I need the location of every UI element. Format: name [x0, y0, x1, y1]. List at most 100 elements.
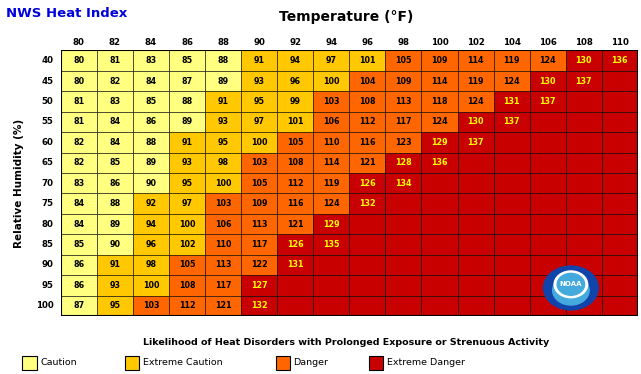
- Bar: [494, 50, 529, 71]
- Text: 112: 112: [359, 117, 376, 126]
- Bar: [385, 255, 421, 275]
- Bar: [277, 275, 313, 295]
- Bar: [169, 295, 205, 316]
- Text: 116: 116: [287, 199, 303, 208]
- Text: 105: 105: [251, 179, 267, 188]
- Bar: [494, 132, 529, 153]
- Text: NWS Heat Index: NWS Heat Index: [6, 7, 128, 19]
- Text: 91: 91: [181, 138, 192, 147]
- Text: 95: 95: [42, 281, 53, 290]
- Bar: [61, 255, 97, 275]
- Bar: [133, 255, 169, 275]
- Text: Extreme Caution: Extreme Caution: [143, 358, 222, 367]
- Bar: [61, 173, 97, 193]
- Text: 101: 101: [287, 117, 303, 126]
- Text: 85: 85: [146, 97, 156, 106]
- Bar: [385, 173, 421, 193]
- Text: 106: 106: [215, 220, 231, 229]
- Bar: [133, 153, 169, 173]
- Text: 81: 81: [110, 56, 121, 65]
- Bar: [205, 234, 241, 255]
- Text: 98: 98: [146, 260, 156, 269]
- Text: 108: 108: [575, 38, 593, 47]
- Bar: [241, 112, 278, 132]
- Bar: [566, 193, 602, 214]
- Bar: [349, 91, 385, 112]
- Text: 126: 126: [359, 179, 376, 188]
- Bar: [277, 255, 313, 275]
- Bar: [277, 295, 313, 316]
- Bar: [529, 50, 566, 71]
- Text: 65: 65: [42, 158, 53, 167]
- Bar: [385, 91, 421, 112]
- Text: 114: 114: [323, 158, 340, 167]
- Bar: [349, 132, 385, 153]
- Bar: [205, 255, 241, 275]
- Bar: [494, 214, 529, 234]
- Bar: [169, 50, 205, 71]
- Text: 55: 55: [42, 117, 53, 126]
- Bar: [529, 91, 566, 112]
- Bar: [602, 71, 638, 91]
- Text: 109: 109: [251, 199, 267, 208]
- Bar: [241, 71, 278, 91]
- Bar: [458, 255, 494, 275]
- Bar: [566, 50, 602, 71]
- Bar: [277, 112, 313, 132]
- Bar: [566, 132, 602, 153]
- Text: 129: 129: [323, 220, 340, 229]
- Bar: [529, 71, 566, 91]
- Bar: [349, 295, 385, 316]
- Bar: [61, 50, 97, 71]
- Bar: [277, 193, 313, 214]
- Bar: [61, 275, 97, 295]
- Text: Likelihood of Heat Disorders with Prolonged Exposure or Strenuous Activity: Likelihood of Heat Disorders with Prolon…: [143, 338, 549, 347]
- Text: 96: 96: [290, 77, 301, 86]
- Text: 50: 50: [42, 97, 53, 106]
- Bar: [385, 275, 421, 295]
- Text: 105: 105: [179, 260, 196, 269]
- Bar: [133, 173, 169, 193]
- Text: 106: 106: [323, 117, 340, 126]
- Text: 106: 106: [538, 38, 556, 47]
- Bar: [602, 214, 638, 234]
- Bar: [313, 295, 349, 316]
- Bar: [349, 112, 385, 132]
- Text: 89: 89: [181, 117, 193, 126]
- Bar: [169, 275, 205, 295]
- Text: 80: 80: [73, 77, 85, 86]
- Text: 91: 91: [110, 260, 121, 269]
- Text: 82: 82: [73, 138, 85, 147]
- Bar: [422, 295, 458, 316]
- Bar: [529, 193, 566, 214]
- Text: 137: 137: [576, 77, 592, 86]
- Bar: [566, 153, 602, 173]
- Text: 100: 100: [143, 281, 159, 290]
- Text: 103: 103: [323, 97, 340, 106]
- Text: 109: 109: [395, 77, 412, 86]
- Text: Extreme Danger: Extreme Danger: [387, 358, 465, 367]
- Text: Caution: Caution: [40, 358, 77, 367]
- Text: 127: 127: [251, 281, 267, 290]
- Bar: [241, 255, 278, 275]
- Text: 86: 86: [73, 281, 85, 290]
- Text: 100: 100: [251, 138, 267, 147]
- Bar: [313, 112, 349, 132]
- Text: 84: 84: [110, 117, 121, 126]
- Text: 82: 82: [109, 38, 121, 47]
- Text: 91: 91: [254, 56, 265, 65]
- Text: 121: 121: [215, 301, 231, 310]
- Bar: [97, 255, 133, 275]
- Text: 113: 113: [395, 97, 412, 106]
- Bar: [566, 295, 602, 316]
- Text: 100: 100: [179, 220, 196, 229]
- Text: 85: 85: [181, 56, 193, 65]
- Text: 110: 110: [215, 240, 231, 249]
- Bar: [169, 255, 205, 275]
- Bar: [133, 275, 169, 295]
- Text: 85: 85: [42, 240, 53, 249]
- Text: 108: 108: [179, 281, 196, 290]
- Bar: [277, 153, 313, 173]
- Bar: [277, 234, 313, 255]
- Bar: [349, 193, 385, 214]
